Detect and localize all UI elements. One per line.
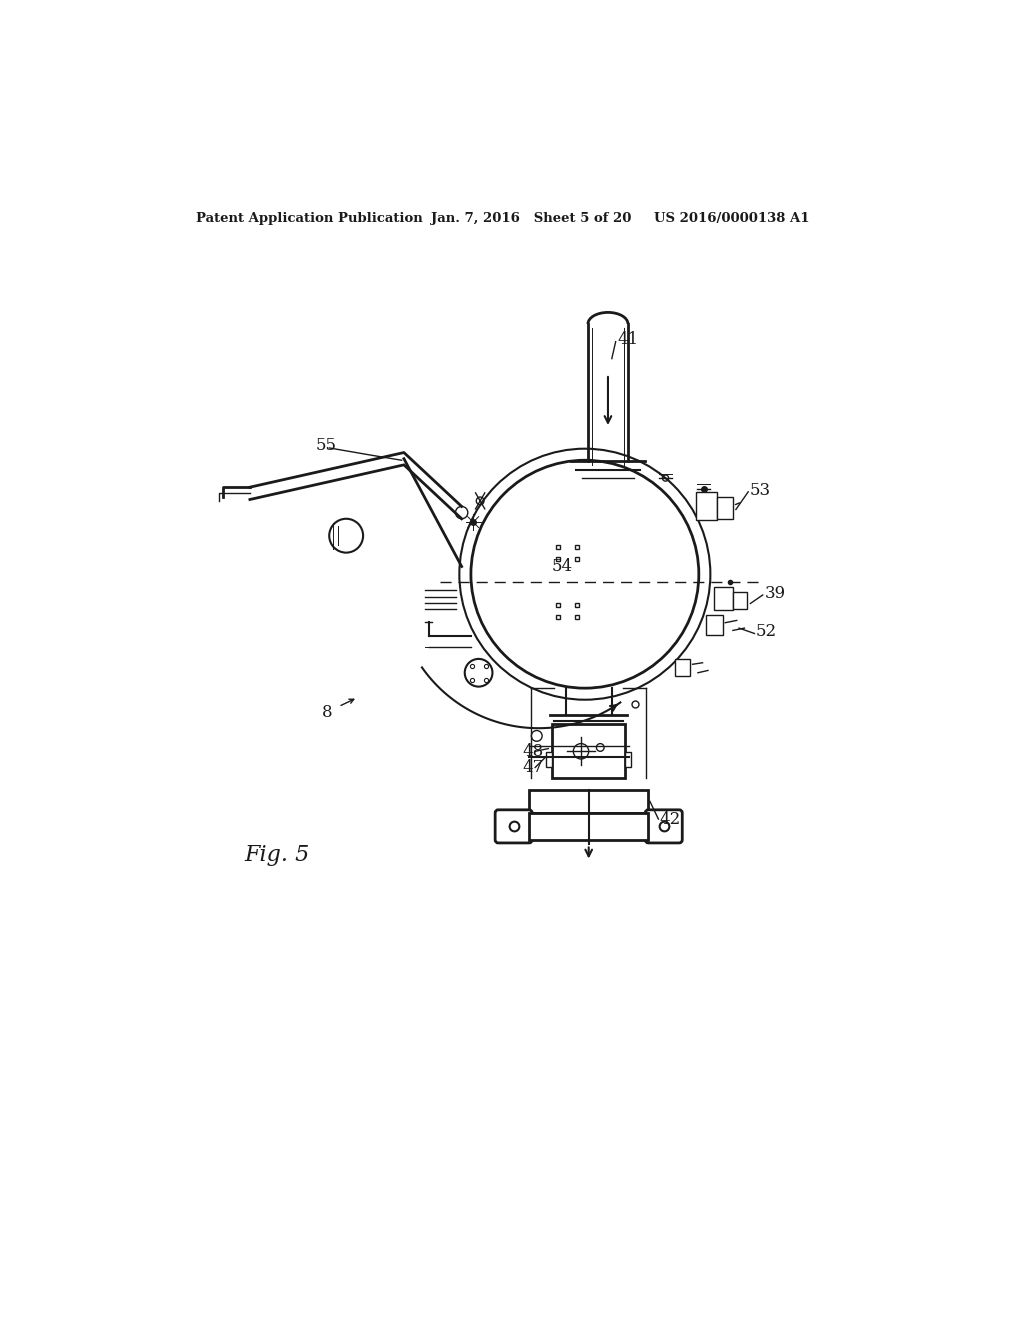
FancyBboxPatch shape xyxy=(529,789,648,813)
Text: 52: 52 xyxy=(756,623,777,640)
Text: 48: 48 xyxy=(523,743,544,760)
Text: Jan. 7, 2016   Sheet 5 of 20: Jan. 7, 2016 Sheet 5 of 20 xyxy=(431,213,631,224)
FancyBboxPatch shape xyxy=(552,725,626,779)
Text: US 2016/0000138 A1: US 2016/0000138 A1 xyxy=(654,213,810,224)
Text: 42: 42 xyxy=(659,810,681,828)
Text: 47: 47 xyxy=(523,759,544,776)
FancyBboxPatch shape xyxy=(529,813,648,840)
FancyBboxPatch shape xyxy=(733,591,748,609)
FancyBboxPatch shape xyxy=(675,659,690,676)
Text: 54: 54 xyxy=(551,558,572,576)
FancyBboxPatch shape xyxy=(496,810,532,843)
Text: 53: 53 xyxy=(750,482,771,499)
FancyBboxPatch shape xyxy=(706,615,723,635)
FancyBboxPatch shape xyxy=(718,498,733,519)
FancyBboxPatch shape xyxy=(645,810,682,843)
Text: 55: 55 xyxy=(315,437,336,454)
Text: Fig. 5: Fig. 5 xyxy=(245,845,310,866)
FancyBboxPatch shape xyxy=(714,586,733,610)
Text: 8: 8 xyxy=(322,705,332,721)
FancyBboxPatch shape xyxy=(696,492,718,520)
Text: 41: 41 xyxy=(617,331,638,348)
Text: Patent Application Publication: Patent Application Publication xyxy=(196,213,423,224)
FancyBboxPatch shape xyxy=(626,752,632,767)
FancyBboxPatch shape xyxy=(546,752,552,767)
Text: 39: 39 xyxy=(764,585,785,602)
